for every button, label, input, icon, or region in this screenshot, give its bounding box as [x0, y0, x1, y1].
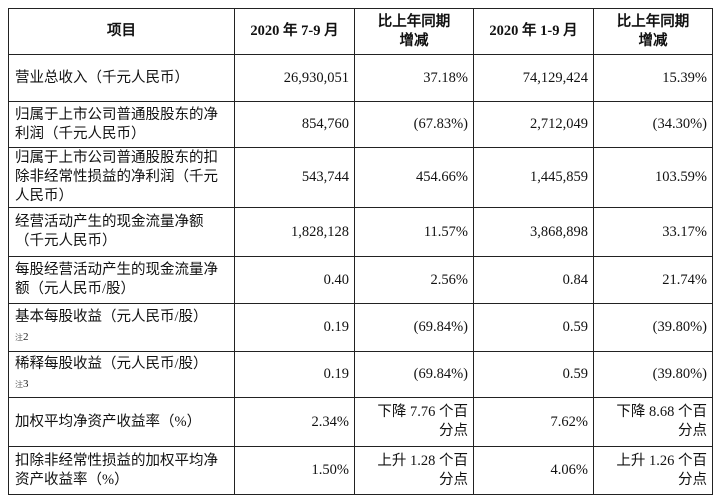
- row-label: 稀释每股收益（元人民币/股）: [15, 356, 208, 372]
- table-row: 稀释每股收益（元人民币/股） 注3 0.19 (69.84%) 0.59 (39.…: [8, 351, 713, 398]
- ytd-change: 上升 1.26 个百分点: [593, 446, 713, 495]
- row-label: 基本每股收益（元人民币/股）: [15, 309, 208, 325]
- ytd-change: (39.80%): [593, 303, 713, 352]
- row-label: 归属于上市公司普通股股东的扣除非经常性损益的净利润（千元人民币）: [15, 150, 218, 204]
- q3-change: 37.18%: [354, 54, 474, 102]
- row-label-cell: 稀释每股收益（元人民币/股） 注3: [8, 351, 235, 398]
- ytd-value: 74,129,424: [473, 54, 594, 102]
- table-row: 每股经营活动产生的现金流量净额（元人民币/股） 0.40 2.56% 0.84 …: [8, 256, 713, 304]
- row-label: 归属于上市公司普通股股东的净利润（千元人民币）: [15, 106, 218, 142]
- q3-value: 543,744: [234, 147, 355, 208]
- row-label-cell: 扣除非经常性损益的加权平均净资产收益率（%）: [8, 446, 235, 495]
- q3-value: 0.19: [234, 303, 355, 352]
- ytd-change: (34.30%): [593, 101, 713, 148]
- q3-value: 2.34%: [234, 397, 355, 447]
- q3-change: (67.83%): [354, 101, 474, 148]
- row-label: 每股经营活动产生的现金流量净额（元人民币/股）: [15, 262, 218, 297]
- ytd-change: 15.39%: [593, 54, 713, 102]
- table-header-row: 项目 2020 年 7-9 月 比上年同期增减 2020 年 1-9 月 比上年…: [8, 8, 713, 55]
- row-label-cell: 归属于上市公司普通股股东的净利润（千元人民币）: [8, 101, 235, 148]
- footnote-mark: 注2: [15, 331, 29, 343]
- table-row: 加权平均净资产收益率（%） 2.34% 下降 7.76 个百分点 7.62% 下…: [8, 397, 713, 447]
- q3-value: 0.40: [234, 256, 355, 304]
- header-ytd: 2020 年 1-9 月: [473, 8, 594, 55]
- footnote-mark: 注3: [15, 378, 29, 390]
- row-label: 经营活动产生的现金流量净额（千元人民币）: [15, 214, 204, 249]
- header-q3: 2020 年 7-9 月: [234, 8, 355, 55]
- table-row: 归属于上市公司普通股股东的净利润（千元人民币） 854,760 (67.83%)…: [8, 101, 713, 148]
- header-ytd-change: 比上年同期增减: [593, 8, 713, 55]
- row-label-cell: 归属于上市公司普通股股东的扣除非经常性损益的净利润（千元人民币）: [8, 147, 235, 208]
- row-label-cell: 营业总收入（千元人民币）: [8, 54, 235, 102]
- ytd-value: 1,445,859: [473, 147, 594, 208]
- q3-change: 454.66%: [354, 147, 474, 208]
- q3-change: 11.57%: [354, 207, 474, 257]
- header-item: 项目: [8, 8, 235, 55]
- table-row: 基本每股收益（元人民币/股） 注2 0.19 (69.84%) 0.59 (39.…: [8, 303, 713, 352]
- q3-change: 2.56%: [354, 256, 474, 304]
- ytd-change: (39.80%): [593, 351, 713, 398]
- q3-change: 下降 7.76 个百分点: [354, 397, 474, 447]
- ytd-value: 4.06%: [473, 446, 594, 495]
- q3-value: 1,828,128: [234, 207, 355, 257]
- table-row: 营业总收入（千元人民币） 26,930,051 37.18% 74,129,42…: [8, 54, 713, 102]
- table-row: 归属于上市公司普通股股东的扣除非经常性损益的净利润（千元人民币） 543,744…: [8, 147, 713, 208]
- ytd-change: 21.74%: [593, 256, 713, 304]
- q3-value: 0.19: [234, 351, 355, 398]
- q3-change: (69.84%): [354, 303, 474, 352]
- ytd-change: 下降 8.68 个百分点: [593, 397, 713, 447]
- q3-change: (69.84%): [354, 351, 474, 398]
- row-label-cell: 加权平均净资产收益率（%）: [8, 397, 235, 447]
- ytd-value: 0.84: [473, 256, 594, 304]
- ytd-value: 3,868,898: [473, 207, 594, 257]
- row-label-cell: 经营活动产生的现金流量净额（千元人民币）: [8, 207, 235, 257]
- ytd-change: 33.17%: [593, 207, 713, 257]
- row-label-cell: 基本每股收益（元人民币/股） 注2: [8, 303, 235, 352]
- ytd-change: 103.59%: [593, 147, 713, 208]
- q3-value: 854,760: [234, 101, 355, 148]
- ytd-value: 0.59: [473, 351, 594, 398]
- row-label: 扣除非经常性损益的加权平均净资产收益率（%）: [15, 452, 218, 488]
- q3-change: 上升 1.28 个百分点: [354, 446, 474, 495]
- ytd-value: 0.59: [473, 303, 594, 352]
- q3-value: 1.50%: [234, 446, 355, 495]
- header-q3-change: 比上年同期增减: [354, 8, 474, 55]
- row-label-cell: 每股经营活动产生的现金流量净额（元人民币/股）: [8, 256, 235, 304]
- row-label: 营业总收入（千元人民币）: [15, 69, 189, 86]
- q3-value: 26,930,051: [234, 54, 355, 102]
- table-row: 经营活动产生的现金流量净额（千元人民币） 1,828,128 11.57% 3,…: [8, 207, 713, 257]
- table-row: 扣除非经常性损益的加权平均净资产收益率（%） 1.50% 上升 1.28 个百分…: [8, 446, 713, 495]
- financial-summary-table: 项目 2020 年 7-9 月 比上年同期增减 2020 年 1-9 月 比上年…: [8, 8, 713, 495]
- row-label: 加权平均净资产收益率（%）: [15, 413, 202, 430]
- ytd-value: 2,712,049: [473, 101, 594, 148]
- ytd-value: 7.62%: [473, 397, 594, 447]
